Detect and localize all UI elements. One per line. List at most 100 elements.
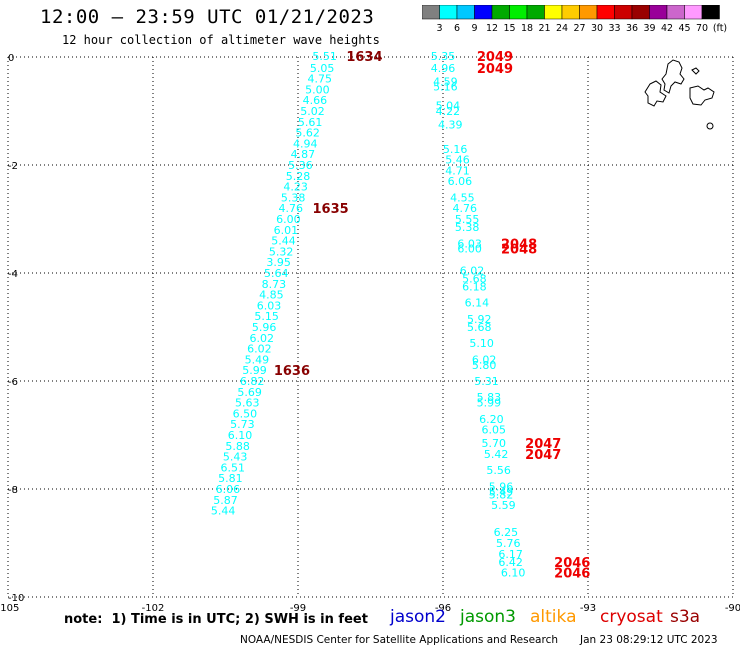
wave-height-value: 5.99 [242, 364, 267, 377]
wave-height-value: 5.16 [443, 143, 468, 156]
color-scale-label: 18 [521, 23, 533, 34]
color-scale-label: 70 [696, 23, 708, 34]
wave-height-value: 6.51 [221, 461, 246, 474]
wave-height-value: 5.00 [305, 83, 330, 96]
wave-height-value: 6.00 [276, 213, 301, 226]
wave-height-value: 5.88 [225, 440, 250, 453]
x-tick-label: -99 [290, 603, 306, 612]
data-labels: 5.515.054.755.004.665.025.615.624.944.87… [211, 50, 526, 580]
wave-height-value: 5.49 [245, 353, 270, 366]
generated-timestamp: Jan 23 08:29:12 UTC 2023 [580, 634, 718, 646]
wave-height-value: 4.22 [436, 105, 461, 118]
pass-time-label: 2047 [525, 448, 561, 463]
wave-height-value: 4.59 [433, 75, 458, 88]
wave-height-value: 5.49 [489, 486, 514, 499]
color-scale-label: 30 [591, 23, 603, 34]
wave-height-value: 5.83 [477, 391, 502, 404]
wave-height-value: 6.02 [247, 343, 272, 356]
wave-height-value: 5.31 [474, 375, 499, 388]
wave-height-value: 5.80 [472, 359, 497, 372]
pass-time-label: 1636 [274, 364, 310, 379]
wave-height-value: 5.05 [310, 62, 335, 75]
wave-height-value: 4.96 [431, 62, 456, 75]
color-scale-label: 6 [454, 23, 460, 34]
wave-height-value: 6.10 [501, 567, 526, 580]
wave-height-value: 5.38 [281, 191, 306, 204]
color-scale-label: 45 [678, 23, 690, 34]
pass-time-label: 2048 [501, 243, 537, 258]
satellite-name: cryosat [600, 607, 663, 627]
island-outline [661, 59, 685, 94]
satellite-name: altika [530, 607, 577, 627]
color-scale-label: 42 [661, 23, 673, 34]
wave-height-value: 6.03 [257, 299, 282, 312]
pass-time-label: 2049 [477, 62, 513, 77]
wave-height-value: 4.55 [450, 191, 475, 204]
y-tick-label: 0 [8, 53, 14, 64]
wave-height-value: 6.06 [216, 483, 241, 496]
wave-height-value: 6.42 [498, 556, 523, 569]
wave-height-value: 4.71 [445, 164, 470, 177]
wave-height-value: 4.85 [259, 289, 284, 302]
wave-height-value: 5.43 [223, 451, 248, 464]
wave-height-value: 4.76 [279, 202, 304, 215]
wave-height-value: 6.02 [250, 332, 275, 345]
color-scale-legend: 3 6 9 12 15 18 21 24 27 30 33 36 39 42 45 70 (ft) [422, 5, 727, 34]
wave-height-value: 5.16 [433, 81, 458, 94]
island-outline [689, 85, 715, 106]
pass-time-label: 2048 [501, 237, 537, 252]
wave-height-value: 5.96 [252, 321, 277, 334]
wave-height-value: 5.38 [455, 221, 480, 234]
wave-height-value: 5.61 [298, 116, 323, 129]
wave-height-value: 4.66 [303, 94, 328, 107]
wave-height-value: 3.95 [266, 256, 291, 269]
wave-height-value: 5.82 [489, 488, 514, 501]
wave-height-value: 4.87 [291, 148, 316, 161]
x-tick-label: -90 [725, 603, 740, 612]
plot-grid [7, 56, 734, 598]
chart-subtitle: 12 hour collection of altimeter wave hei… [62, 33, 380, 47]
pass-time-label: 1635 [313, 202, 349, 217]
y-tick-label: -6 [8, 377, 18, 388]
color-scale-label: 24 [556, 23, 568, 34]
y-tick-label: -8 [8, 485, 18, 496]
credit-line: NOAA/NESDIS Center for Satellite Applica… [240, 634, 558, 646]
color-scale-label: 36 [626, 23, 638, 34]
pass-time-label: 1634 [346, 50, 382, 65]
wave-height-value: 5.76 [496, 537, 521, 550]
wave-height-value: 6.14 [465, 297, 490, 310]
pass-time-label: 2046 [554, 556, 590, 571]
color-swatch [701, 5, 720, 20]
axis-tick-labels: -105 -102 -99 -96 -93 -90 0 -2 -4 -6 -8 -10 [0, 53, 740, 612]
coastline-outline [644, 59, 715, 130]
wave-height-value: 4.75 [308, 73, 333, 86]
wave-height-value: 6.02 [460, 264, 485, 277]
wave-height-value: 5.99 [477, 397, 502, 410]
wave-height-value: 5.63 [235, 397, 260, 410]
wave-height-value: 6.00 [457, 243, 482, 256]
wave-height-value: 5.51 [312, 50, 337, 63]
wave-height-value: 5.68 [462, 272, 487, 285]
wave-height-value: 5.59 [491, 499, 516, 512]
wave-height-value: 5.46 [445, 154, 470, 167]
wave-height-value: 5.96 [489, 480, 514, 493]
wave-height-value: 5.32 [269, 245, 294, 258]
pass-time-label: 2049 [477, 50, 513, 65]
wave-height-value: 4.23 [283, 181, 308, 194]
wave-height-value: 6.02 [472, 353, 497, 366]
x-tick-label: -105 [0, 603, 19, 612]
color-scale-label: 3 [436, 23, 442, 34]
wave-height-value: 6.01 [274, 224, 299, 237]
wave-height-value: 5.35 [431, 50, 456, 63]
wave-height-value: 4.39 [438, 119, 463, 132]
island-outline [644, 80, 667, 107]
x-tick-label: -96 [435, 603, 451, 612]
color-scale-label: 27 [573, 23, 585, 34]
wave-height-value: 5.92 [467, 313, 492, 326]
wave-height-value: 5.73 [230, 418, 255, 431]
wave-height-value: 5.81 [218, 472, 243, 485]
wave-height-value: 5.70 [482, 437, 507, 450]
wave-height-value: 5.42 [484, 448, 509, 461]
wave-height-value: 5.64 [264, 267, 289, 280]
